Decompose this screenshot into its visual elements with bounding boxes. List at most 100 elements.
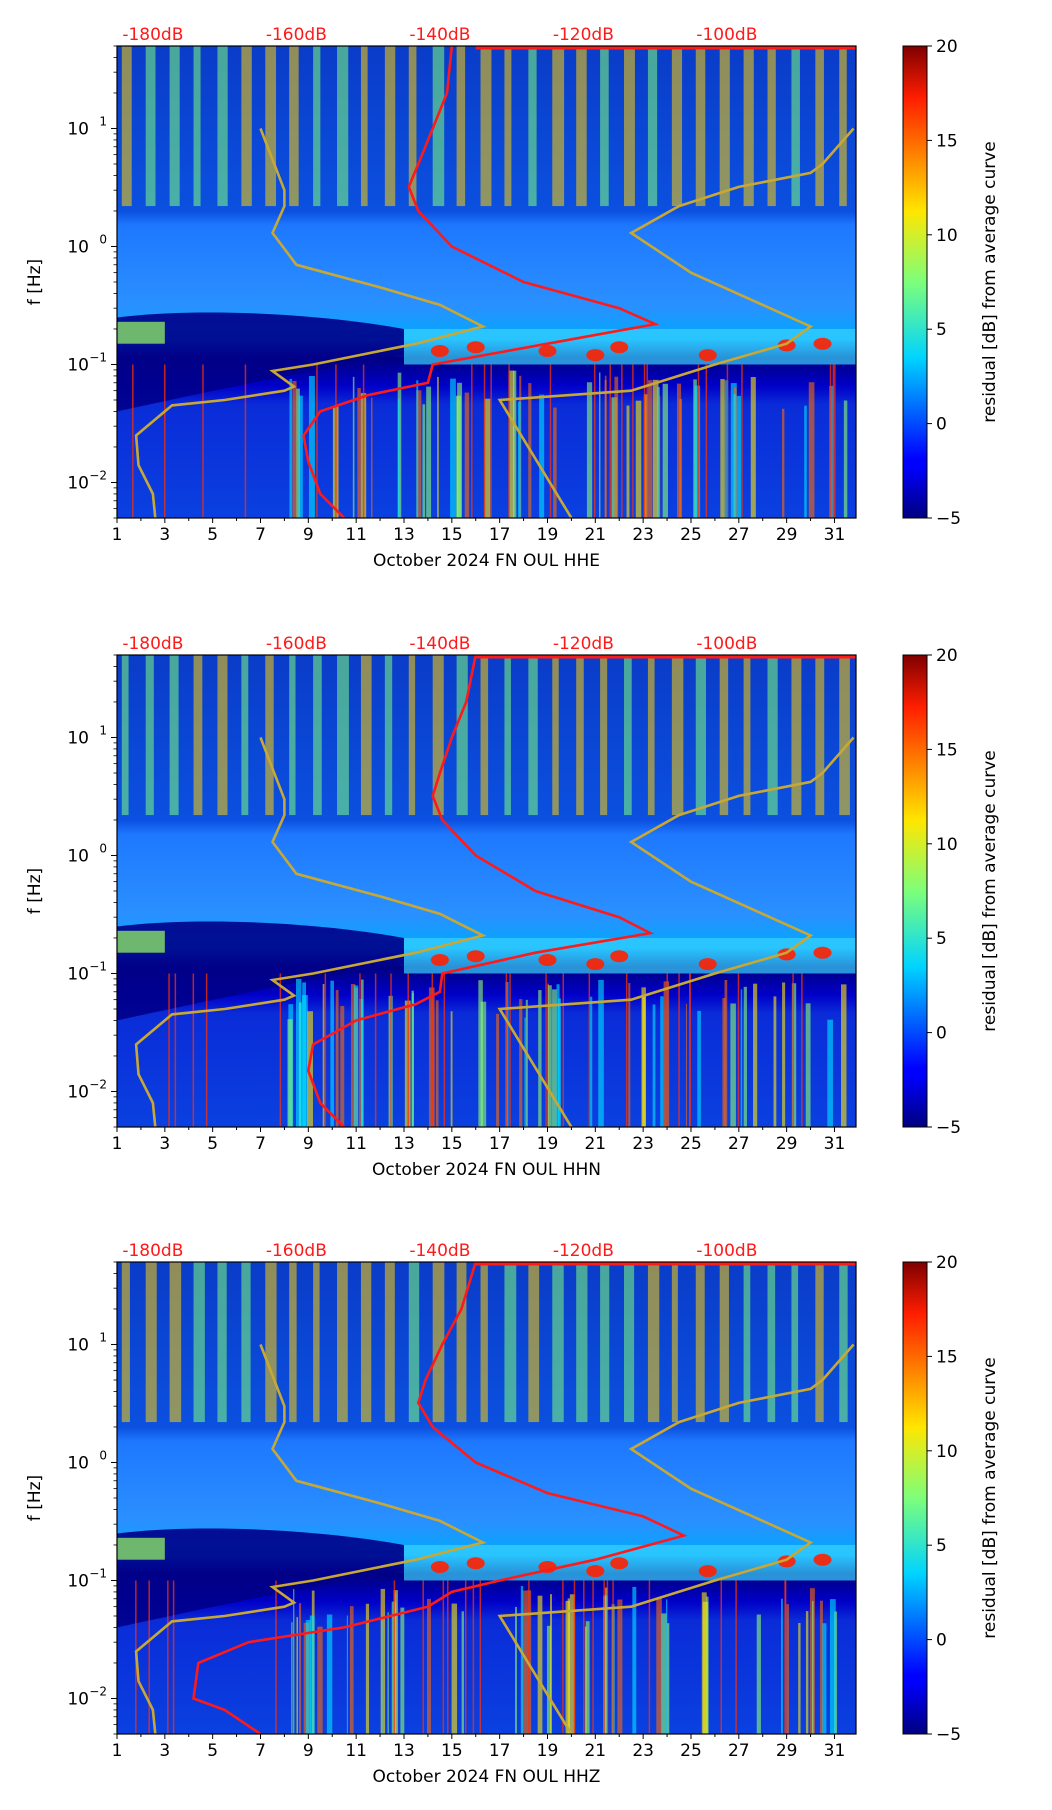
quiet-region xyxy=(117,1528,404,1628)
spike xyxy=(648,1580,651,1734)
y-axis-label: f [Hz] xyxy=(25,259,45,305)
db-scale-label: -140dB xyxy=(409,1241,470,1261)
lf-streak xyxy=(317,1626,323,1734)
average-psd-curve xyxy=(302,46,660,518)
lf-streak xyxy=(309,1615,315,1734)
hf-stripe xyxy=(647,1262,660,1423)
spike xyxy=(279,973,282,1127)
lf-streak xyxy=(552,989,557,1127)
x-tick-label: 7 xyxy=(255,525,266,545)
hf-stripe xyxy=(839,655,850,816)
lf-streak xyxy=(657,387,660,518)
colorbar-tick-label: −5 xyxy=(936,1118,961,1138)
lf-streak xyxy=(508,370,515,518)
lf-streak xyxy=(584,1626,587,1734)
hf-stripe xyxy=(432,655,444,816)
lf-streak xyxy=(812,1601,814,1734)
x-tick-label: 3 xyxy=(159,1741,170,1761)
lf-streak xyxy=(352,376,355,518)
hf-stripe xyxy=(193,1262,205,1423)
hf-stripe xyxy=(169,655,179,816)
y-tick-label: 10 xyxy=(67,237,89,257)
hf-stripe xyxy=(480,46,492,207)
lf-streak xyxy=(604,375,607,518)
colorbar-gradient xyxy=(902,1261,928,1735)
hf-stripe xyxy=(289,655,296,816)
x-tick-label: 9 xyxy=(303,1741,314,1761)
lf-streak xyxy=(357,388,361,518)
lf-streak xyxy=(822,1623,827,1734)
x-tick-label: 17 xyxy=(489,525,511,545)
spike xyxy=(471,364,473,518)
colorbar-tick-label: 10 xyxy=(936,226,958,246)
spike xyxy=(606,1580,609,1734)
hf-stripe xyxy=(767,1262,776,1423)
hotspot xyxy=(430,345,449,358)
x-tick-label: 9 xyxy=(303,1134,314,1154)
spike xyxy=(324,973,327,1127)
y-tick-exponent: 1 xyxy=(99,723,107,737)
colorbar: 20 15 10 5 0 −5 residual [dB] from average cur… xyxy=(902,1253,1000,1745)
lf-streak xyxy=(665,1599,668,1734)
lf-streak xyxy=(437,376,439,518)
y-tick-exponent: −2 xyxy=(89,1684,107,1698)
x-tick-label: 9 xyxy=(303,525,314,545)
hf-stripe xyxy=(576,1262,588,1423)
quiet-region xyxy=(117,921,404,1021)
spike xyxy=(505,973,508,1127)
lf-streak xyxy=(567,1598,570,1734)
hf-stripe xyxy=(384,655,393,816)
colorbar-label: residual [dB] from average curve xyxy=(980,141,1000,422)
db-scale-label: -100dB xyxy=(696,634,757,654)
spike xyxy=(697,364,700,518)
lf-streak xyxy=(660,1613,667,1734)
lf-streak xyxy=(829,385,834,518)
hf-stripe xyxy=(360,1262,372,1423)
spike xyxy=(621,364,623,518)
x-axis-label: October 2024 FN OUL HHE xyxy=(373,551,600,571)
spike xyxy=(612,1580,614,1734)
colorbar-tick-label: 20 xyxy=(936,1253,958,1273)
lf-streak xyxy=(841,984,847,1127)
colorbar-label: residual [dB] from average curve xyxy=(980,1357,1000,1638)
x-tick-label: 27 xyxy=(728,1741,750,1761)
hf-stripe xyxy=(791,1262,799,1423)
lf-streak xyxy=(522,1590,527,1734)
hf-stripe xyxy=(504,1262,517,1423)
hf-stripe xyxy=(815,1262,824,1423)
lf-streak xyxy=(549,1594,553,1734)
spectrogram-heatmap xyxy=(117,1262,856,1734)
hf-stripe xyxy=(671,46,683,207)
db-scale-label: -180dB xyxy=(122,634,183,654)
colorbar-tick-label: 10 xyxy=(936,1442,958,1462)
hf-stripe xyxy=(480,655,489,816)
hf-stripe xyxy=(791,655,802,816)
spike xyxy=(784,1580,786,1734)
db-scale-label: -160dB xyxy=(266,634,327,654)
hf-stripe xyxy=(145,46,156,207)
hf-stripe xyxy=(313,1262,320,1423)
average-psd-curve xyxy=(192,1262,688,1734)
x-tick-label: 29 xyxy=(776,525,798,545)
lf-streak xyxy=(537,1595,543,1734)
quiet-region xyxy=(117,312,404,412)
spike xyxy=(168,973,170,1127)
lf-streak xyxy=(598,979,604,1127)
x-tick-label: 27 xyxy=(728,525,750,545)
hotspot xyxy=(698,349,717,362)
db-scale-label: -180dB xyxy=(122,25,183,45)
noise-model-curve-right xyxy=(497,127,855,518)
spike xyxy=(792,973,794,1127)
hotspot xyxy=(610,950,629,963)
hotspot xyxy=(586,958,605,971)
lf-streak xyxy=(663,981,670,1127)
hf-stripe xyxy=(265,655,274,816)
x-tick-label: 19 xyxy=(537,1134,559,1154)
x-axis-label: October 2024 FN OUL HHZ xyxy=(373,1767,601,1787)
lf-streak xyxy=(632,1586,637,1734)
spike xyxy=(741,364,743,518)
y-tick-base: 10 xyxy=(67,237,89,257)
lf-streak xyxy=(586,382,593,518)
hf-stripe xyxy=(145,655,154,816)
lf-streak xyxy=(553,407,557,518)
